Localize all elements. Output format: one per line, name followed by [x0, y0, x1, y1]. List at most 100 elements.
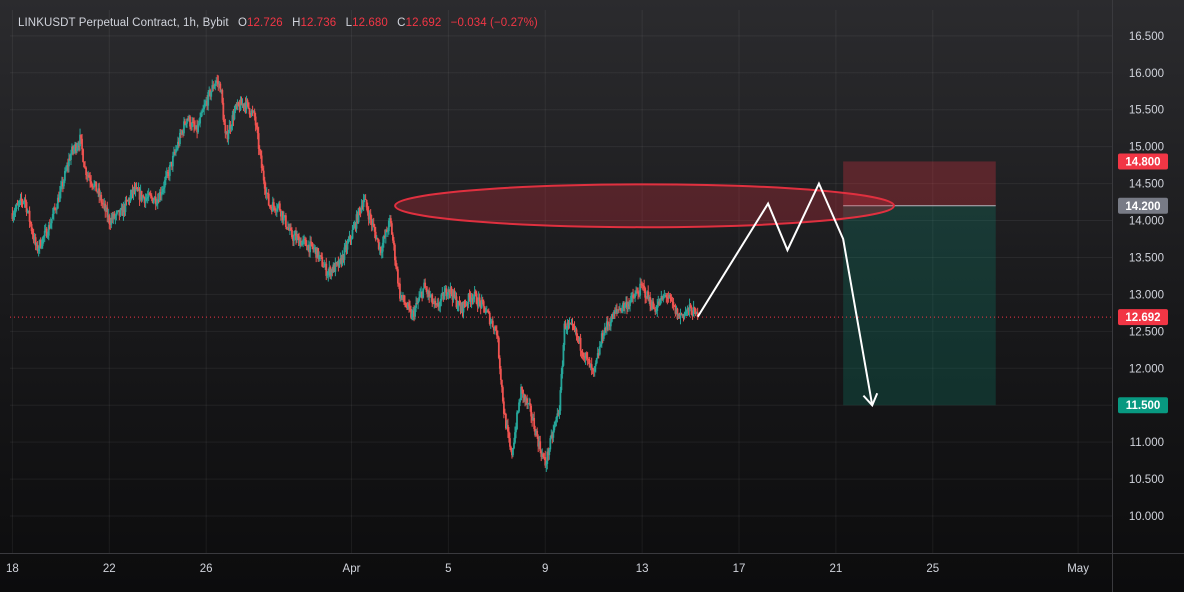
price-tag-bg: [1118, 153, 1168, 170]
drawings[interactable]: [394, 181, 896, 408]
candle: [584, 352, 587, 365]
candle-body: [469, 297, 472, 302]
candle: [562, 342, 565, 367]
candle: [225, 130, 228, 135]
candle-body: [306, 246, 308, 251]
candle-body: [128, 198, 131, 202]
candle: [481, 296, 484, 305]
candle: [635, 286, 637, 297]
candle-body: [192, 122, 194, 124]
time-tick-label: 5: [445, 563, 451, 575]
candle-body: [408, 303, 410, 307]
candle: [585, 351, 588, 361]
candle: [389, 215, 392, 227]
candle: [331, 266, 334, 277]
candle: [564, 319, 567, 330]
candle: [655, 305, 658, 314]
candle-body: [673, 305, 676, 307]
candle-body: [548, 449, 551, 456]
candle: [135, 182, 138, 190]
candle: [116, 210, 119, 215]
candle: [665, 293, 668, 303]
candle: [435, 302, 438, 309]
candle-body: [115, 212, 118, 216]
candle-body: [104, 203, 107, 212]
price-tag-entry: 14.200: [1118, 197, 1168, 214]
candle-body: [695, 312, 698, 314]
candle: [101, 198, 104, 209]
candle: [693, 306, 696, 314]
candle-body: [413, 310, 415, 317]
candle: [339, 252, 342, 264]
candle-body: [637, 292, 639, 295]
candle: [47, 221, 50, 241]
candle: [679, 308, 682, 325]
candle-body: [594, 363, 597, 367]
candle: [62, 179, 65, 189]
candle-body: [238, 105, 241, 111]
candle-body: [508, 431, 510, 439]
candle-body: [102, 203, 105, 205]
candle: [652, 298, 655, 310]
candle-body: [685, 310, 688, 313]
candle: [197, 120, 200, 134]
time-axis[interactable]: 18 22 26 Apr 5 9 13 17 21 25 May: [6, 563, 1089, 575]
candle: [384, 228, 387, 244]
candle: [588, 356, 591, 368]
candle-body: [140, 190, 143, 200]
candle-body: [182, 131, 184, 134]
price-axis[interactable]: 16.500 16.000 15.500 15.000 14.500 14.000 13.5…: [1129, 31, 1164, 523]
candle: [21, 198, 24, 208]
candle-body: [693, 307, 696, 309]
candle-body: [536, 430, 539, 437]
candle: [82, 148, 84, 163]
candle-body: [330, 269, 333, 276]
candle-body: [470, 298, 473, 302]
candle: [342, 253, 345, 263]
candle-body: [680, 314, 683, 316]
candle: [391, 232, 394, 244]
candle: [526, 394, 528, 410]
candle-body: [226, 131, 229, 140]
candle: [387, 218, 390, 235]
candle: [97, 183, 100, 198]
candle-body: [591, 368, 594, 370]
candle-body: [464, 304, 467, 306]
candle: [663, 289, 666, 299]
candle-body: [48, 225, 51, 228]
candle: [33, 232, 36, 245]
candle-body: [539, 441, 542, 451]
candle: [523, 393, 525, 403]
candle: [45, 227, 48, 238]
candle: [25, 200, 28, 216]
candle: [41, 236, 44, 249]
candle: [353, 220, 356, 229]
price-tags: 14.800 14.200 12.692 11.500: [1118, 153, 1168, 414]
price-tick-label: 14.500: [1129, 179, 1164, 191]
candle-body: [333, 264, 336, 272]
candle-body: [342, 254, 345, 260]
candle: [118, 209, 121, 221]
candle-body: [352, 227, 355, 230]
candle: [449, 282, 452, 299]
position-tool[interactable]: [843, 161, 996, 406]
candle: [419, 288, 422, 298]
candle-body: [430, 294, 433, 297]
candle: [112, 211, 115, 224]
candle: [390, 221, 393, 235]
candle: [240, 96, 243, 106]
candle-body: [54, 208, 57, 210]
candle: [643, 279, 646, 293]
candle: [621, 305, 623, 313]
candle: [656, 298, 659, 317]
candle: [155, 198, 158, 207]
candle-body: [373, 226, 376, 232]
candle-body: [324, 263, 327, 266]
candle: [337, 256, 340, 272]
candle-body: [13, 212, 16, 216]
candle: [321, 252, 324, 268]
candle: [659, 298, 662, 306]
candle-body: [625, 301, 627, 305]
